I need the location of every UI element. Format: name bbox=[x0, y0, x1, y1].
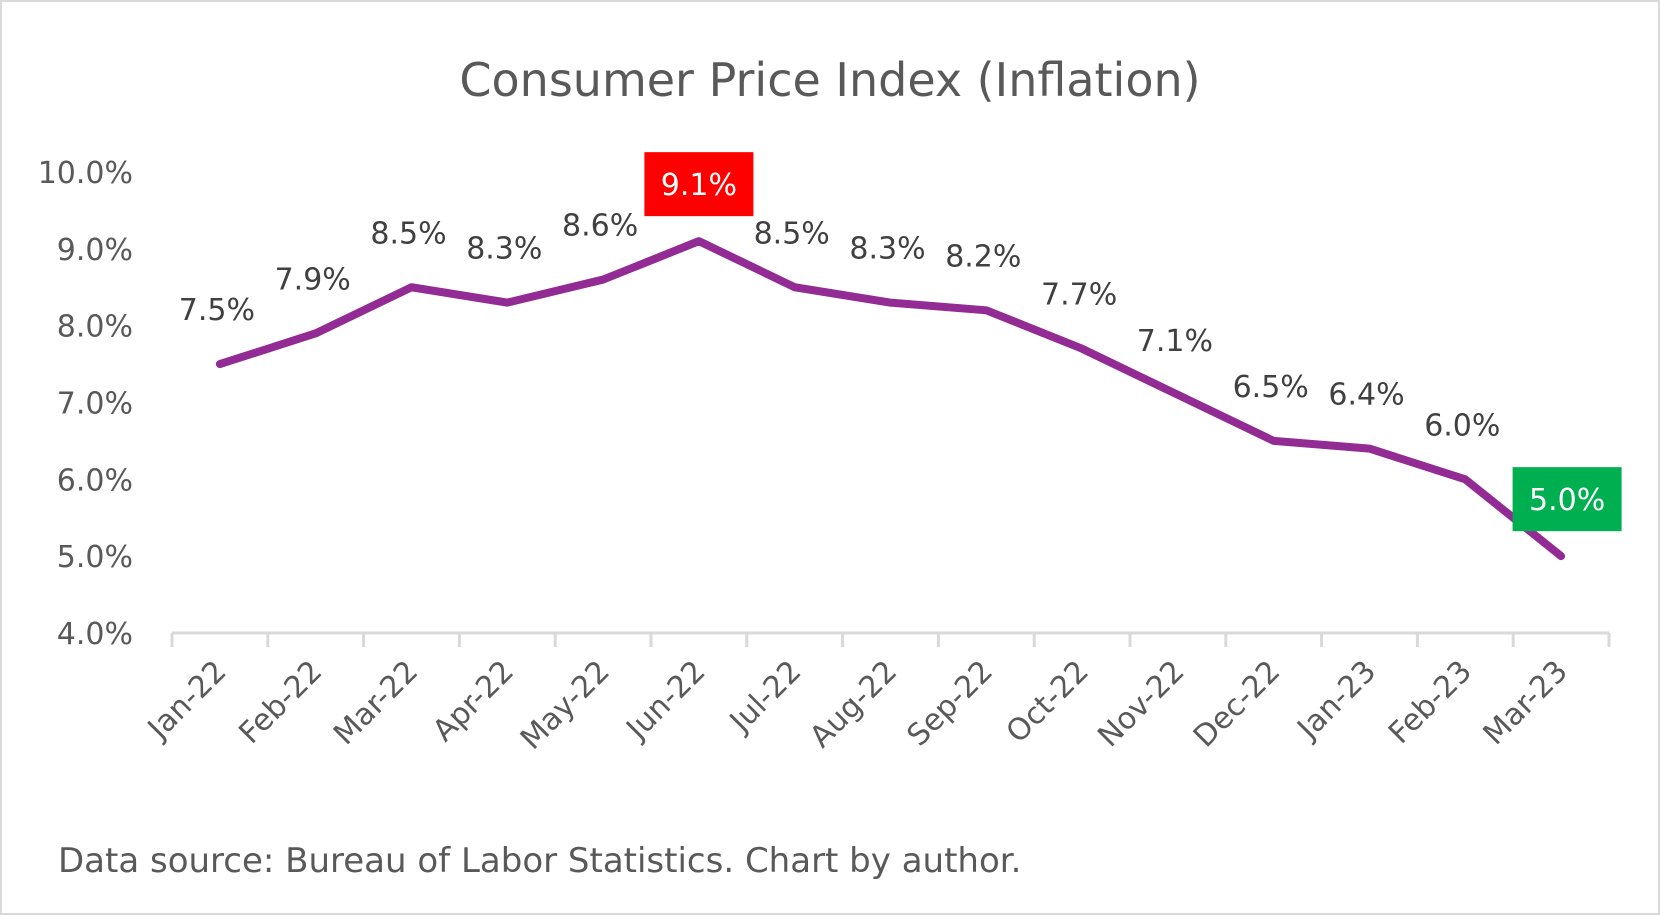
x-tick-label: Feb-22 bbox=[232, 654, 329, 751]
chart-title: Consumer Price Index (Inflation) bbox=[459, 53, 1200, 107]
data-label: 6.0% bbox=[1424, 408, 1500, 443]
x-tick-label: May-22 bbox=[514, 654, 617, 757]
data-label: 6.4% bbox=[1328, 378, 1404, 413]
highlight-badge bbox=[644, 152, 754, 217]
highlight-badge-label: 9.1% bbox=[661, 168, 737, 203]
data-labels: 7.5% 7.9% 8.5% 8.3% 8.6% 9.1% 8.5% 8.3% 8.2% 7.7%… bbox=[179, 152, 1622, 532]
x-tick-label: Dec-22 bbox=[1187, 654, 1287, 754]
y-tick-label: 7.0% bbox=[57, 387, 133, 422]
x-tick-label: Apr-22 bbox=[426, 654, 521, 749]
x-tick-label: Sep-22 bbox=[901, 654, 1000, 753]
data-label: 7.9% bbox=[275, 262, 351, 297]
data-label: 8.6% bbox=[562, 209, 638, 244]
data-label: 7.7% bbox=[1041, 278, 1117, 313]
data-label: 8.2% bbox=[945, 239, 1021, 274]
x-tick-label: Jan-23 bbox=[1290, 654, 1384, 748]
x-tick-label: Mar-22 bbox=[327, 654, 425, 752]
y-tick-label: 6.0% bbox=[57, 463, 133, 498]
x-tick-label: Feb-23 bbox=[1382, 654, 1479, 751]
series-cpi bbox=[215, 237, 1566, 561]
x-tick-label: Mar-23 bbox=[1477, 654, 1575, 752]
source-note: Data source: Bureau of Labor Statistics.… bbox=[58, 841, 1021, 881]
highlight-badge-label: 5.0% bbox=[1529, 483, 1605, 518]
y-axis: 4.0% 5.0% 6.0% 7.0% 8.0% 9.0% 10.0% bbox=[38, 156, 133, 652]
data-label: 8.3% bbox=[849, 232, 925, 267]
highlight-badge bbox=[1512, 467, 1622, 532]
data-label: 7.5% bbox=[179, 293, 255, 328]
x-tick-label: Aug-22 bbox=[803, 654, 904, 755]
y-tick-label: 8.0% bbox=[57, 310, 133, 345]
data-label: 6.5% bbox=[1233, 370, 1309, 405]
y-tick-label: 9.0% bbox=[57, 233, 133, 268]
x-tick-label: Oct-22 bbox=[1000, 654, 1096, 750]
data-label: 8.3% bbox=[466, 232, 542, 267]
y-tick-label: 4.0% bbox=[57, 617, 133, 652]
x-tick-label: Jun-22 bbox=[619, 654, 713, 748]
y-tick-label: 5.0% bbox=[57, 540, 133, 575]
x-tick-label: Nov-22 bbox=[1091, 654, 1191, 754]
data-label: 7.1% bbox=[1137, 324, 1213, 359]
x-tick-label: Jul-22 bbox=[722, 654, 808, 740]
data-label: 8.5% bbox=[754, 216, 830, 251]
data-label: 8.5% bbox=[370, 216, 446, 251]
y-tick-label: 10.0% bbox=[38, 156, 133, 191]
x-tick-label: Jan-22 bbox=[140, 654, 234, 748]
